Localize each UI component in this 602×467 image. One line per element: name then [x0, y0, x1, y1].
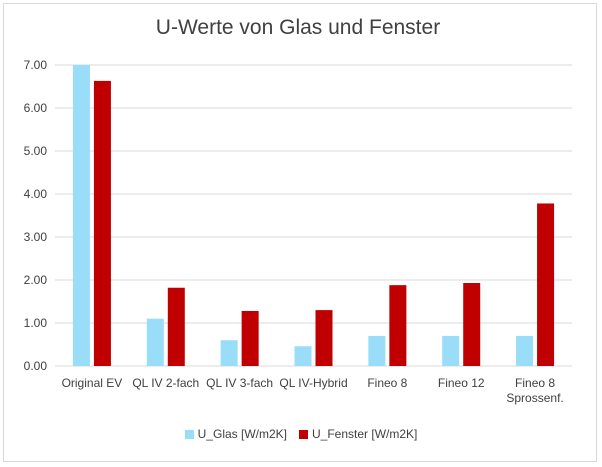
- y-tick-label: 3.00: [24, 230, 48, 244]
- bar-fenster: [93, 80, 111, 366]
- x-tick-label: Sprossenf.: [506, 391, 563, 405]
- legend-label: U_Fenster [W/m2K]: [312, 427, 418, 441]
- legend-entry: U_Glas [W/m2K]: [184, 427, 287, 441]
- gridlines: [55, 64, 572, 367]
- bar-fenster: [241, 310, 259, 366]
- y-tick-label: 4.00: [24, 187, 48, 201]
- bar-glas: [368, 335, 386, 366]
- y-tick-label: 7.00: [24, 58, 48, 72]
- x-tick-label: Fineo 8: [515, 376, 555, 390]
- y-tick-label: 5.00: [24, 144, 48, 158]
- y-tick-label: 1.00: [24, 316, 48, 330]
- y-tick-label: 2.00: [24, 273, 48, 287]
- legend: U_Glas [W/m2K] U_Fenster [W/m2K]: [0, 427, 602, 441]
- bar-glas: [294, 346, 312, 366]
- x-axis-ticks: Original EV QL IV 2-fach QL IV 3-fach QL IV…: [62, 376, 564, 405]
- bar-glas: [516, 335, 534, 366]
- bar-glas: [220, 340, 238, 366]
- legend-label: U_Glas [W/m2K]: [197, 427, 287, 441]
- bar-fenster: [537, 203, 555, 366]
- bars: [72, 65, 555, 366]
- y-axis-ticks: 0.00 1.00 2.00 3.00 4.00 5.00 6.00 7.00: [24, 58, 48, 373]
- y-tick-label: 0.00: [24, 359, 48, 373]
- bar-fenster: [463, 283, 481, 366]
- y-tick-label: 6.00: [24, 101, 48, 115]
- legend-swatch: [184, 430, 194, 439]
- bar-fenster: [315, 310, 333, 366]
- legend-swatch: [299, 430, 308, 439]
- legend-entry: U_Fenster [W/m2K]: [299, 427, 417, 441]
- x-tick-label: QL IV-Hybrid: [279, 376, 347, 390]
- x-tick-label: QL IV 2-fach: [132, 376, 199, 390]
- x-tick-label: Fineo 12: [438, 376, 485, 390]
- bar-glas: [146, 318, 164, 366]
- bar-glas: [442, 335, 460, 366]
- x-tick-label: QL IV 3-fach: [206, 376, 273, 390]
- chart-title: U-Werte von Glas und Fenster: [155, 16, 441, 39]
- bar-fenster: [389, 285, 407, 366]
- bar-glas: [72, 65, 90, 366]
- x-tick-label: Original EV: [62, 376, 123, 390]
- bar-fenster: [167, 287, 185, 366]
- x-tick-label: Fineo 8: [367, 376, 407, 390]
